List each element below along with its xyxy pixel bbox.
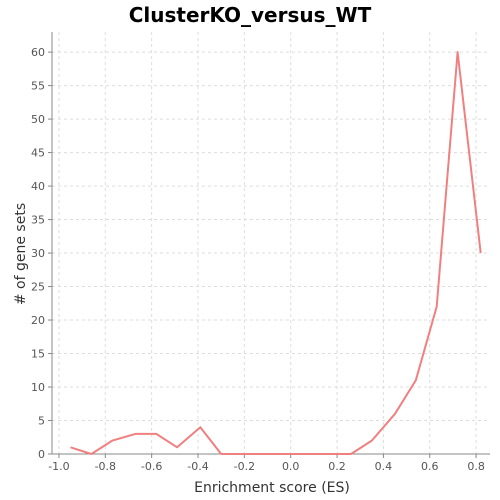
y-tick-label: 45 [31,147,45,160]
x-tick-label: 0.4 [375,460,393,473]
y-tick-label: 60 [31,46,45,59]
x-tick-label: 0.0 [282,460,300,473]
series-layer [70,51,482,455]
y-tick-label: 25 [31,281,45,294]
y-tick-label: 50 [31,113,45,126]
grid [52,32,490,455]
y-tick-label: 15 [31,348,45,361]
x-tick-label: -0.2 [234,460,255,473]
x-tick-label: -1.0 [48,460,69,473]
chart-title: ClusterKO_versus_WT [129,3,372,27]
y-tick-label: 10 [31,381,45,394]
x-axis-label: Enrichment score (ES) [194,480,350,496]
y-tick-label: 35 [31,214,45,227]
x-tick-label: -0.6 [141,460,162,473]
x-tick-label: -0.8 [95,460,116,473]
y-tick-label: 0 [38,448,45,461]
x-tick-label: -0.4 [187,460,208,473]
axes: -1.0 -0.8 -0.6 -0.4 -0.2 0.0 0.2 0.4 0.6 0.8 0 5 10 1… [31,32,490,473]
x-tick-label: 0.8 [467,460,485,473]
y-tick-label: 5 [38,415,45,428]
y-tick-label: 40 [31,180,45,193]
y-axis-label: # of gene sets [13,203,29,305]
y-tick-label: 30 [31,247,45,260]
y-tick-label: 55 [31,80,45,93]
series-line [70,51,482,455]
y-tick-label: 20 [31,314,45,327]
x-tick-label: 0.2 [328,460,346,473]
x-tick-label: 0.6 [421,460,439,473]
